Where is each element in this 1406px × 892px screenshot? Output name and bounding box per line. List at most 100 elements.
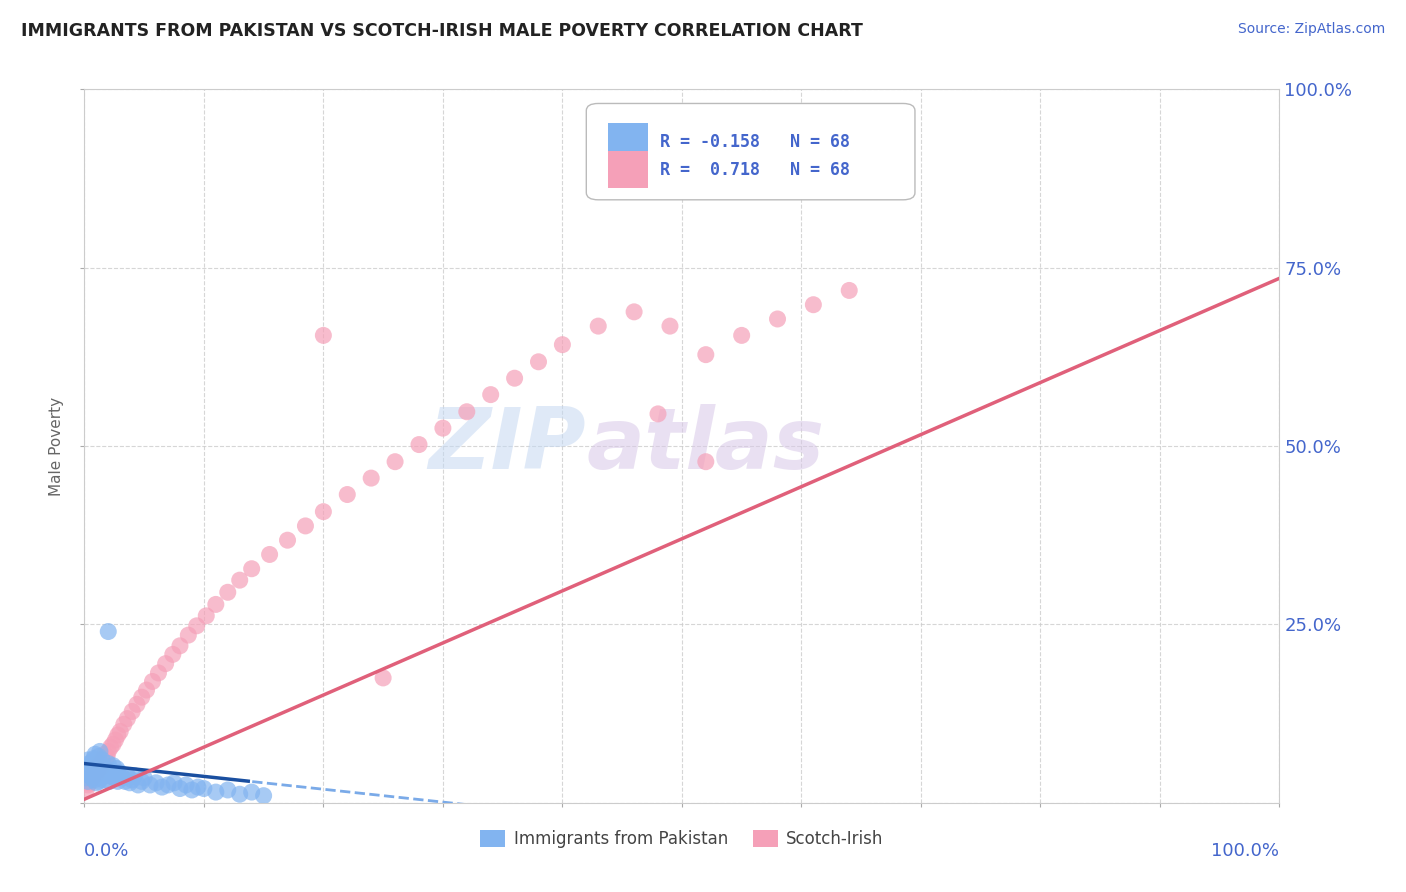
- Point: [659, 319, 682, 334]
- Point: [77, 753, 100, 767]
- Point: [94, 753, 117, 767]
- Legend: Immigrants from Pakistan, Scotch-Irish: Immigrants from Pakistan, Scotch-Irish: [474, 823, 890, 855]
- Point: [503, 371, 526, 385]
- Text: 0.0%: 0.0%: [84, 842, 129, 860]
- Point: [87, 774, 110, 789]
- Point: [100, 740, 122, 755]
- Point: [76, 781, 98, 796]
- Point: [205, 785, 228, 799]
- Point: [131, 690, 153, 705]
- Point: [83, 772, 105, 787]
- Point: [205, 598, 228, 612]
- Point: [86, 756, 108, 771]
- Point: [527, 355, 550, 369]
- FancyBboxPatch shape: [586, 103, 915, 200]
- Point: [294, 519, 316, 533]
- Point: [93, 772, 115, 787]
- Point: [240, 785, 263, 799]
- Point: [150, 780, 173, 794]
- Point: [77, 764, 100, 778]
- Point: [100, 769, 122, 783]
- Point: [253, 789, 276, 803]
- Point: [623, 305, 645, 319]
- Point: [84, 762, 107, 776]
- Point: [177, 628, 200, 642]
- Point: [181, 783, 204, 797]
- Point: [101, 758, 124, 772]
- Point: [80, 769, 103, 783]
- Point: [86, 764, 108, 778]
- Text: ZIP: ZIP: [429, 404, 586, 488]
- Point: [105, 762, 128, 776]
- Point: [187, 780, 209, 794]
- Point: [456, 405, 478, 419]
- FancyBboxPatch shape: [607, 151, 648, 188]
- Text: R = -0.158   N = 68: R = -0.158 N = 68: [661, 133, 851, 151]
- Point: [155, 657, 177, 671]
- Point: [127, 778, 149, 792]
- Point: [135, 683, 157, 698]
- Point: [96, 749, 118, 764]
- Point: [186, 619, 208, 633]
- Point: [77, 756, 100, 771]
- Point: [360, 471, 382, 485]
- Point: [132, 771, 156, 785]
- Point: [93, 751, 115, 765]
- Point: [139, 778, 162, 792]
- Point: [104, 733, 127, 747]
- Point: [229, 573, 252, 587]
- Point: [647, 407, 669, 421]
- Point: [125, 698, 148, 712]
- Point: [83, 765, 105, 780]
- Point: [121, 772, 143, 787]
- Point: [803, 298, 825, 312]
- Point: [90, 760, 112, 774]
- Point: [103, 771, 125, 785]
- Point: [731, 328, 754, 343]
- Point: [838, 284, 860, 298]
- Point: [86, 769, 108, 783]
- Text: IMMIGRANTS FROM PAKISTAN VS SCOTCH-IRISH MALE POVERTY CORRELATION CHART: IMMIGRANTS FROM PAKISTAN VS SCOTCH-IRISH…: [21, 22, 863, 40]
- Point: [432, 421, 454, 435]
- Point: [91, 756, 114, 771]
- Point: [82, 771, 104, 785]
- Point: [384, 455, 406, 469]
- Point: [82, 755, 104, 769]
- Point: [86, 776, 108, 790]
- Point: [145, 776, 167, 790]
- Point: [163, 776, 186, 790]
- Point: [76, 760, 98, 774]
- Point: [148, 665, 170, 680]
- Point: [695, 348, 717, 362]
- Point: [141, 674, 163, 689]
- Point: [373, 671, 395, 685]
- Point: [94, 769, 117, 783]
- Point: [97, 756, 120, 771]
- Point: [229, 787, 252, 801]
- Point: [91, 753, 114, 767]
- Point: [97, 744, 120, 758]
- Point: [195, 608, 218, 623]
- Point: [89, 755, 111, 769]
- Point: [87, 758, 110, 772]
- Point: [114, 774, 136, 789]
- Point: [82, 771, 104, 785]
- Point: [162, 648, 184, 662]
- Point: [408, 437, 430, 451]
- Point: [336, 487, 359, 501]
- Text: 100.0%: 100.0%: [1212, 842, 1279, 860]
- Point: [90, 771, 112, 785]
- Point: [80, 762, 103, 776]
- Point: [240, 562, 263, 576]
- Point: [98, 774, 121, 789]
- Point: [217, 585, 239, 599]
- Point: [479, 387, 502, 401]
- Point: [80, 758, 103, 772]
- Point: [312, 505, 335, 519]
- Point: [117, 769, 139, 783]
- Point: [174, 778, 197, 792]
- Point: [169, 781, 191, 796]
- Point: [89, 765, 111, 780]
- Point: [91, 760, 114, 774]
- Text: atlas: atlas: [586, 404, 824, 488]
